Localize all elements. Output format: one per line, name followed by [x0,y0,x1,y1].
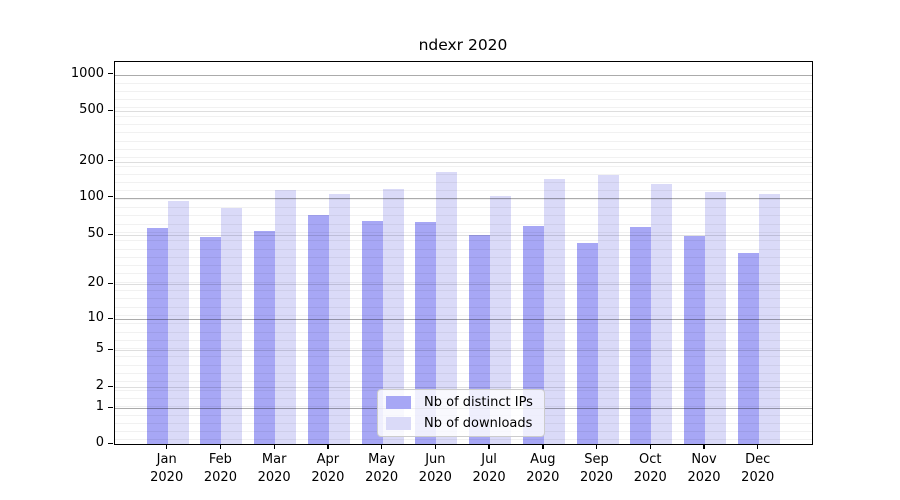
x-tick-label-jan: Jan 2020 [150,452,184,485]
y-tick-mark [108,160,113,162]
legend-label-distinct-ips: Nb of distinct IPs [424,395,533,411]
x-tick-mark [703,444,705,450]
x-tick-mark [381,444,383,450]
x-tick-mark [649,444,651,450]
bar-downloads-may [382,188,404,444]
legend-swatch-downloads [386,416,411,430]
legend-swatch-distinct-ips [386,396,411,410]
x-tick-label-aug: Aug 2020 [526,452,560,485]
bar-distinct-ips-feb [200,237,222,444]
legend-label-downloads: Nb of downloads [424,415,533,431]
y-tick-mark [108,317,113,319]
x-tick-label-mar: Mar 2020 [257,452,291,485]
y-tick-mark [108,233,113,235]
y-tick-mark [108,73,113,75]
x-tick-label-jun: Jun 2020 [418,452,452,485]
y-tick-mark [108,282,113,284]
legend-item-distinct-ips: Nb of distinct IPs [378,395,544,410]
y-tick-label-200: 200 [79,152,104,168]
bar-distinct-ips-dec [737,252,759,444]
bars-layer [115,62,812,444]
x-tick-mark [757,444,759,450]
bar-downloads-jul [490,195,512,444]
y-tick-label-20: 20 [87,275,104,290]
y-tick-label-2: 2 [95,378,104,393]
x-tick-label-may: May 2020 [365,452,399,485]
bar-distinct-ips-sep [576,243,598,444]
x-tick-label-oct: Oct 2020 [633,452,667,485]
x-tick-label-sep: Sep 2020 [579,452,614,485]
plot-area: Nb of distinct IPs Nb of downloads [114,61,813,445]
bar-downloads-oct [651,184,673,444]
x-tick-mark [219,444,222,450]
y-tick-mark [108,442,113,444]
x-tick-mark [327,444,329,450]
y-tick-label-1: 1 [95,399,104,414]
bar-downloads-dec [758,194,780,444]
bar-downloads-apr [328,194,350,444]
chart-title: ndexr 2020 [418,36,508,54]
legend-item-downloads: Nb of downloads [378,416,544,431]
bar-downloads-mar [275,190,297,444]
x-tick-mark [542,444,544,450]
bar-downloads-sep [597,174,619,444]
y-tick-mark [108,196,113,198]
y-tick-mark [108,406,113,408]
legend: Nb of distinct IPs Nb of downloads [377,389,545,437]
x-tick-label-dec: Dec 2020 [741,452,775,485]
bar-distinct-ips-nov [684,236,705,444]
x-tick-label-apr: Apr 2020 [311,452,345,485]
bar-distinct-ips-jan [146,227,168,444]
x-tick-mark [166,444,168,450]
x-tick-label-feb: Feb 2020 [203,452,237,485]
bar-downloads-nov [705,192,726,444]
y-tick-label-10: 10 [87,310,104,325]
y-tick-mark [108,385,113,387]
y-tick-label-1000: 1000 [70,65,104,81]
y-tick-mark [108,109,113,111]
y-tick-label-0: 0 [95,435,104,450]
y-tick-label-5: 5 [95,341,104,356]
x-tick-mark [488,444,490,450]
y-tick-mark [108,348,113,350]
x-tick-label-jul: Jul 2020 [472,452,506,485]
bar-distinct-ips-jun [415,221,437,444]
x-tick-mark [273,444,275,450]
bar-downloads-feb [221,208,243,444]
bar-distinct-ips-apr [307,215,329,444]
bar-downloads-jan [167,201,189,444]
bar-distinct-ips-mar [254,230,276,444]
y-tick-label-100: 100 [79,188,104,204]
x-tick-label-nov: Nov 2020 [687,452,721,485]
x-tick-mark [595,444,598,450]
bar-downloads-aug [543,178,565,444]
y-tick-label-500: 500 [79,102,104,117]
bar-distinct-ips-may [361,220,383,444]
x-tick-mark [434,444,437,450]
bar-distinct-ips-oct [630,226,652,444]
bar-downloads-jun [436,171,458,444]
y-tick-label-50: 50 [87,226,104,241]
